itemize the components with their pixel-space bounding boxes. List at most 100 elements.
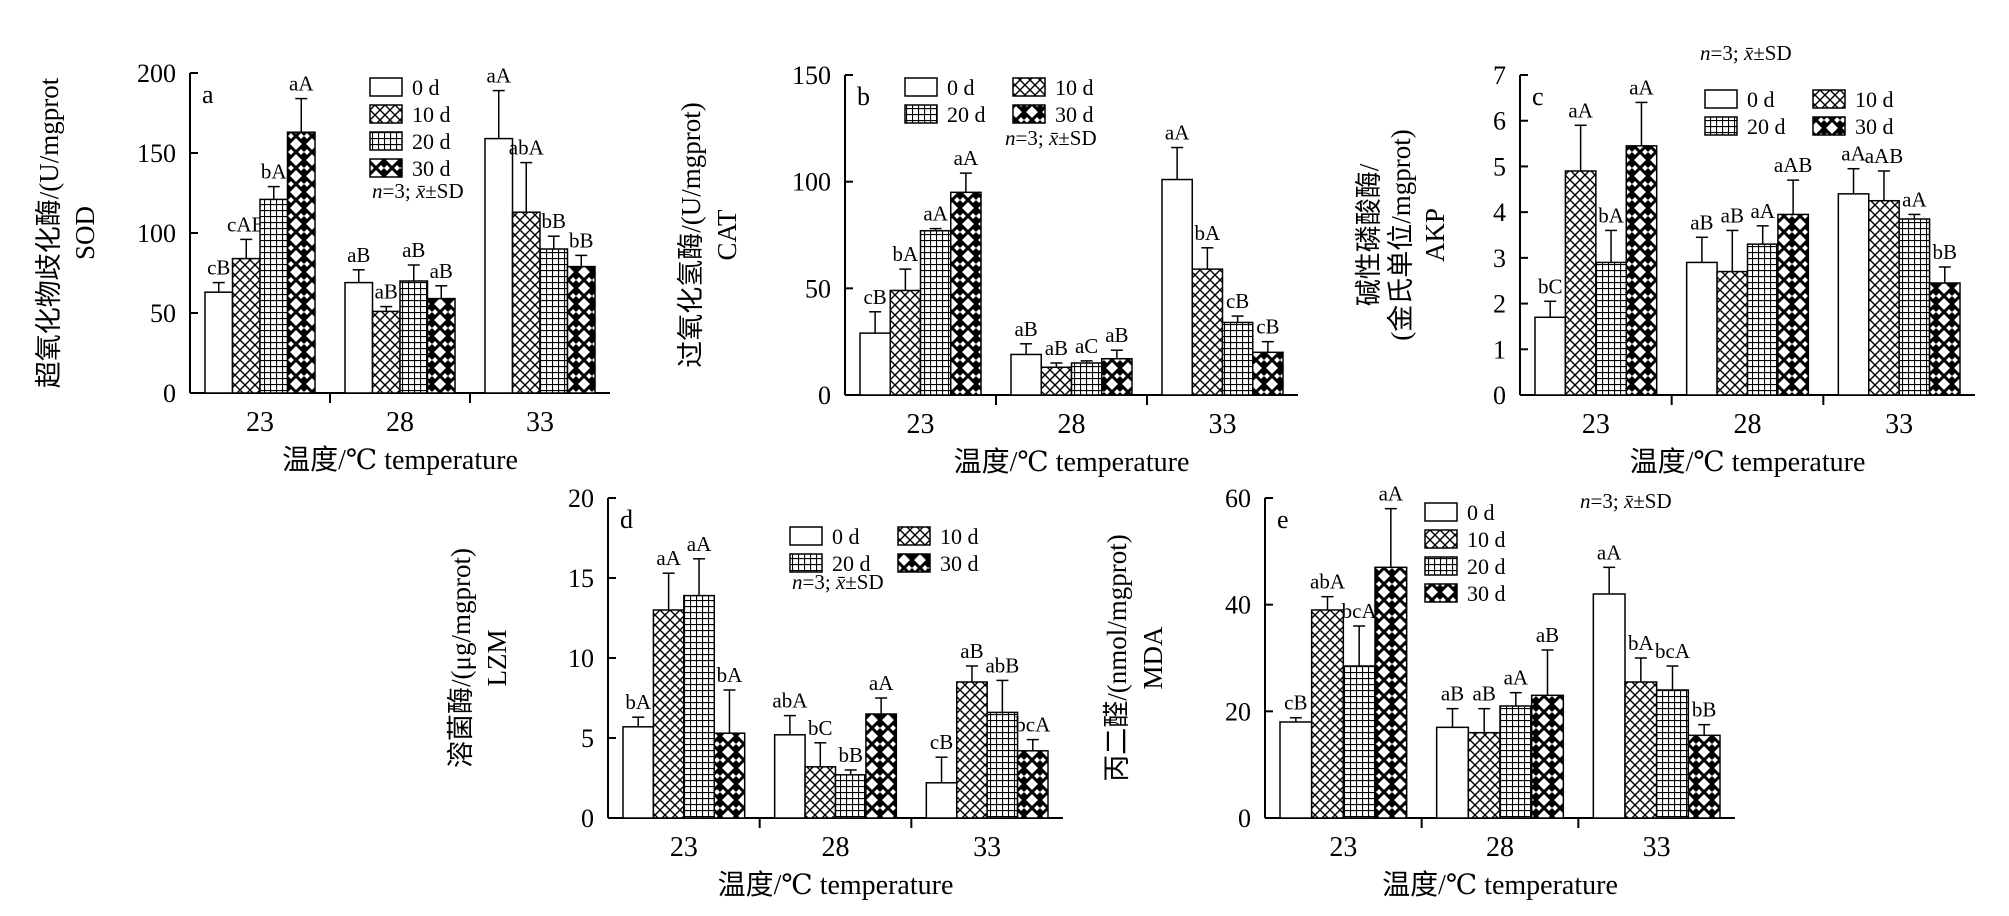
significance-label: aA <box>1750 199 1775 223</box>
significance-label: aB <box>1105 323 1128 347</box>
bar-e-28-30d <box>1530 694 1565 819</box>
stat-note: n=3; x̄±SD <box>1580 489 1672 513</box>
significance-label: bC <box>808 716 833 740</box>
bar-b-33-10d <box>1191 268 1224 396</box>
x-tick-label: 28 <box>1486 832 1514 863</box>
y-tick-label: 1 <box>1493 335 1506 364</box>
significance-label: bC <box>1538 274 1563 298</box>
x-tick-label: 28 <box>1734 409 1762 440</box>
significance-label: aA <box>656 546 681 570</box>
significance-label: bB <box>541 209 566 233</box>
bar-c-28-30d <box>1777 213 1810 396</box>
y-tick-label: 2 <box>1493 290 1506 319</box>
bar-c-28-10d <box>1716 270 1749 396</box>
bar-a-28-20d <box>399 280 429 394</box>
legend-swatch <box>369 104 403 124</box>
bar-c-33-10d <box>1868 199 1900 396</box>
x-tick-label: 28 <box>386 407 414 438</box>
y-tick-label: 20 <box>568 484 594 513</box>
significance-label: cAB <box>227 212 266 236</box>
bar-a-33-30d <box>566 265 596 394</box>
y-tick-label: 3 <box>1493 244 1506 273</box>
significance-label: aB <box>960 639 983 663</box>
bar-d-23-10d <box>652 609 685 819</box>
bar-a-23-10d <box>231 257 261 394</box>
bar-e-33-30d <box>1687 734 1721 819</box>
significance-label: abB <box>985 653 1019 677</box>
significance-label: aB <box>347 243 370 267</box>
significance-label: cB <box>1256 315 1279 339</box>
bar-d-28-20d <box>834 774 867 819</box>
bar-a-33-0d <box>484 137 514 394</box>
significance-label: aA <box>954 146 979 170</box>
significance-label: aB <box>1014 317 1037 341</box>
bar-a-28-10d <box>371 310 401 394</box>
y-axis-title: 超氧化物歧化酶/(U/mgprot <box>34 77 64 388</box>
y-axis-title: AKP <box>1420 208 1450 262</box>
panel-letter: c <box>1532 82 1544 111</box>
legend-label: 10 d <box>940 524 979 549</box>
significance-label: aB <box>1473 682 1496 706</box>
bar-b-28-30d <box>1101 357 1133 396</box>
bar-d-23-20d <box>683 594 715 819</box>
significance-label: abA <box>509 136 545 160</box>
y-axis-title: SOD <box>70 206 100 260</box>
y-tick-label: 0 <box>581 804 594 833</box>
x-tick-label: 28 <box>822 832 850 863</box>
bar-e-23-10d <box>1310 609 1345 819</box>
legend-swatch <box>1424 529 1458 549</box>
significance-label: bA <box>1195 221 1222 245</box>
significance-label: aB <box>402 238 425 262</box>
y-tick-label: 20 <box>1225 697 1251 726</box>
legend-label: 0 d <box>947 75 975 100</box>
bar-c-23-20d <box>1595 261 1628 396</box>
legend-label: 30 d <box>1055 102 1094 127</box>
significance-label: bB <box>838 743 863 767</box>
significance-label: aAB <box>1865 144 1904 168</box>
x-tick-label: 23 <box>907 409 935 440</box>
legend-label: 20 d <box>832 551 871 576</box>
legend-label: 0 d <box>832 524 860 549</box>
x-axis-title: 温度/℃ temperature <box>954 446 1190 478</box>
significance-label: bA <box>625 690 652 714</box>
legend-label: 20 d <box>1467 554 1506 579</box>
legend-swatch <box>1424 502 1458 522</box>
bar-e-28-10d <box>1467 731 1501 819</box>
significance-label: bcA <box>1342 599 1378 623</box>
bar-c-23-0d <box>1534 316 1567 396</box>
bar-a-23-20d <box>259 198 289 394</box>
significance-label: bA <box>261 160 288 184</box>
y-tick-label: 5 <box>581 724 594 753</box>
bar-b-33-30d <box>1252 351 1284 396</box>
y-tick-label: 0 <box>163 379 176 408</box>
stat-note: n=3; x̄±SD <box>1700 41 1792 65</box>
significance-label: aA <box>1504 666 1529 690</box>
y-tick-label: 6 <box>1493 107 1506 136</box>
significance-label: bB <box>1933 240 1958 264</box>
x-tick-label: 23 <box>246 407 274 438</box>
significance-label: bB <box>1692 698 1717 722</box>
legend-label: 30 d <box>1467 581 1506 606</box>
significance-label: aA <box>487 64 512 88</box>
y-axis-title: LZM <box>482 630 512 687</box>
bar-e-23-20d <box>1342 665 1376 819</box>
y-tick-label: 60 <box>1225 484 1251 513</box>
bar-e-33-0d <box>1592 593 1626 819</box>
significance-label: bcA <box>1015 713 1051 737</box>
y-tick-label: 50 <box>150 299 176 328</box>
significance-label: bA <box>1598 203 1625 227</box>
significance-label: aB <box>1045 336 1068 360</box>
bar-c-23-30d <box>1625 145 1658 396</box>
x-tick-label: 33 <box>1885 409 1913 440</box>
bar-b-23-20d <box>919 229 952 396</box>
y-tick-label: 0 <box>1238 804 1251 833</box>
legend-swatch <box>1012 77 1046 97</box>
significance-label: aA <box>1629 75 1654 99</box>
legend-swatch <box>369 131 403 151</box>
legend-swatch <box>897 553 931 573</box>
y-tick-label: 150 <box>137 139 176 168</box>
bar-a-28-30d <box>426 297 456 394</box>
bar-d-28-10d <box>804 766 837 819</box>
